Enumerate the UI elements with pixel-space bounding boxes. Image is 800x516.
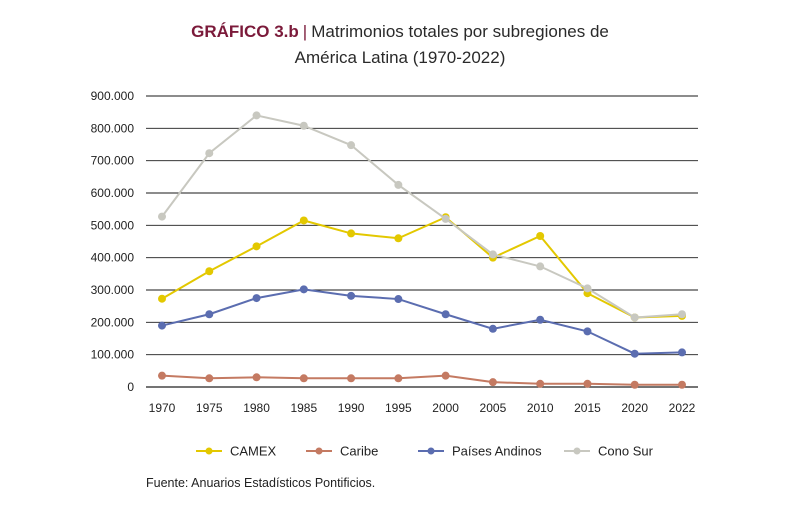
legend-item: CAMEX <box>196 444 277 459</box>
data-point <box>205 310 214 319</box>
data-point <box>252 373 261 382</box>
legend: CAMEX Caribe Países Andinos Cono Sur <box>196 444 654 459</box>
legend-label: Caribe <box>340 444 378 459</box>
data-point <box>583 327 592 336</box>
data-point <box>252 111 261 120</box>
legend-item: Cono Sur <box>564 444 654 459</box>
y-tick-label: 200.000 <box>91 315 135 329</box>
y-tick-label: 600.000 <box>91 186 135 200</box>
data-point <box>583 284 592 293</box>
data-point <box>299 285 308 294</box>
chart-title-text: Matrimonios totales por subregiones de <box>311 22 609 41</box>
data-point <box>678 380 686 389</box>
data-point <box>205 267 214 276</box>
data-point <box>488 250 497 259</box>
x-tick-label: 2010 <box>527 401 554 415</box>
data-point <box>158 321 166 330</box>
data-point <box>630 349 639 358</box>
data-point <box>583 379 592 388</box>
x-tick-label: 2000 <box>432 401 459 415</box>
data-point <box>441 310 450 319</box>
data-point <box>347 291 356 300</box>
legend-label: CAMEX <box>230 444 277 459</box>
y-tick-label: 900.000 <box>91 89 135 103</box>
data-point <box>394 234 403 243</box>
data-point <box>678 348 686 357</box>
data-point <box>536 232 545 241</box>
chart-title-line-2: América Latina (1970-2022) <box>294 48 506 67</box>
chart-figure-code: GRÁFICO 3.b <box>191 22 299 41</box>
data-point <box>441 214 450 223</box>
x-tick-label: 2005 <box>480 401 507 415</box>
data-point <box>394 180 403 189</box>
data-point <box>347 229 356 238</box>
y-tick-label: 700.000 <box>91 154 135 168</box>
data-point <box>205 374 214 383</box>
data-point <box>205 149 214 158</box>
data-point <box>158 294 166 303</box>
y-tick-label: 800.000 <box>91 121 135 135</box>
x-tick-label: 1995 <box>385 401 412 415</box>
data-point <box>252 294 261 303</box>
chart-title-line-1: GRÁFICO 3.b | Matrimonios totales por subr… <box>0 22 800 42</box>
data-point <box>252 242 261 251</box>
x-tick-label: 1990 <box>338 401 365 415</box>
data-point <box>536 315 545 324</box>
x-tick-label: 1980 <box>243 401 270 415</box>
data-point <box>630 313 639 322</box>
data-point <box>299 374 308 383</box>
y-tick-label: 100.000 <box>91 348 135 362</box>
x-tick-label: 2015 <box>574 401 601 415</box>
series-line <box>161 216 683 319</box>
data-point <box>441 371 450 380</box>
axes: 0 100.000 200.000 300.000 400.000 500.000 600.… <box>91 89 696 415</box>
data-point <box>536 262 545 271</box>
data-point <box>394 295 403 304</box>
data-point <box>488 378 497 387</box>
data-point <box>158 212 166 221</box>
x-tick-label: 1970 <box>149 401 176 415</box>
legend-swatch-marker <box>573 447 581 455</box>
series-line <box>161 114 683 319</box>
legend-item: Caribe <box>306 444 378 459</box>
x-tick-label: 1985 <box>290 401 317 415</box>
data-point <box>299 216 308 225</box>
data-point <box>536 379 545 388</box>
series-line <box>161 374 682 386</box>
legend-label: Cono Sur <box>598 444 654 459</box>
legend-swatch-marker <box>205 447 213 455</box>
legend-swatch-marker <box>315 447 323 455</box>
y-tick-label: 0 <box>127 380 134 394</box>
source-note: Fuente: Anuarios Estadísticos Pontificio… <box>146 476 376 490</box>
y-tick-label: 500.000 <box>91 218 135 232</box>
data-point <box>347 374 356 383</box>
series-países-andinos <box>158 285 686 358</box>
series-group <box>158 111 686 389</box>
data-point <box>678 310 686 319</box>
data-point <box>630 380 639 389</box>
data-point <box>488 324 497 333</box>
series-caribe <box>158 371 686 389</box>
data-point <box>347 141 356 150</box>
legend-swatch-marker <box>427 447 435 455</box>
legend-item: Países Andinos <box>418 444 542 459</box>
grid-lines <box>146 95 698 388</box>
y-tick-label: 400.000 <box>91 251 135 265</box>
data-point <box>299 121 308 130</box>
series-cono-sur <box>158 111 686 322</box>
x-tick-label: 1975 <box>196 401 223 415</box>
series-line <box>161 288 683 355</box>
y-tick-label: 300.000 <box>91 283 135 297</box>
title-separator: | <box>302 22 308 41</box>
legend-label: Países Andinos <box>452 444 542 459</box>
data-point <box>394 374 403 383</box>
data-point <box>158 371 166 380</box>
x-tick-label: 2022 <box>669 401 696 415</box>
x-tick-label: 2020 <box>621 401 648 415</box>
